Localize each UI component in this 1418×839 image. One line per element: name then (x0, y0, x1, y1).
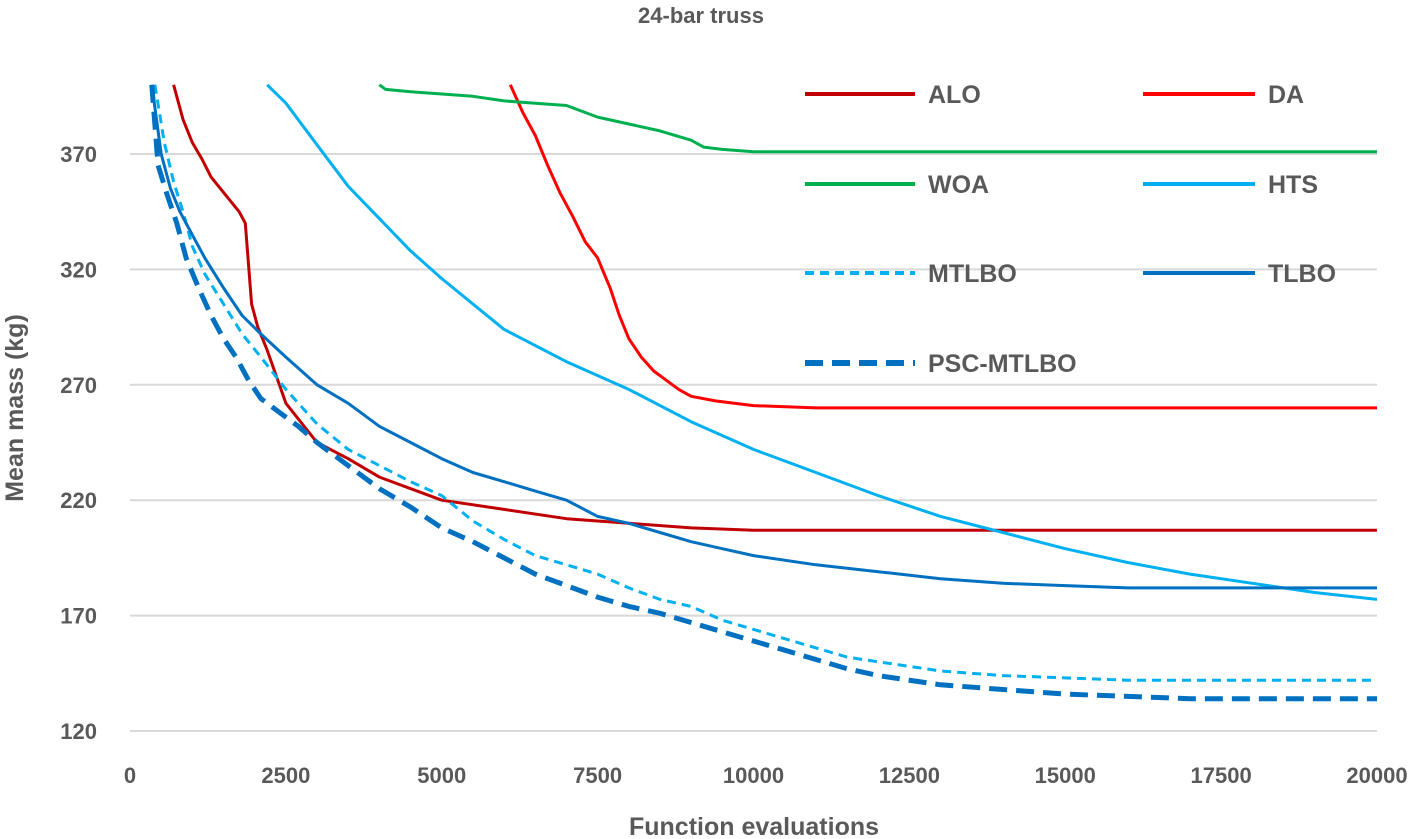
x-tick-label: 5000 (417, 763, 466, 788)
x-tick-label: 7500 (573, 763, 622, 788)
series-lines (149, 83, 1377, 702)
series-line-woa (378, 83, 1377, 154)
legend-label-da: DA (1268, 81, 1304, 109)
y-axis-title: Mean mass (kg) (1, 314, 29, 502)
gridlines (130, 153, 1377, 732)
x-axis-ticks: 0 2500 5000 7500 10000 12500 15000 17500 20000 (124, 763, 1408, 788)
y-tick-label: 220 (60, 488, 97, 513)
x-tick-label: 15000 (1035, 763, 1096, 788)
chart-title: 24-bar truss (638, 3, 764, 28)
series-line-alo (172, 84, 1377, 532)
legend-label-tlbo: TLBO (1268, 260, 1336, 288)
x-tick-label: 10000 (723, 763, 784, 788)
y-tick-label: 370 (60, 142, 97, 167)
x-axis-title: Function evaluations (629, 813, 879, 839)
legend-label-psc-mtlbo: PSC-MTLBO (928, 350, 1077, 378)
series-line-psc-mtlbo (149, 84, 1377, 702)
y-tick-label: 170 (60, 604, 97, 629)
legend: ALO DA WOA HTS MTLBO TLBO PSC-MTLBO (805, 81, 1336, 378)
y-tick-label: 120 (60, 719, 97, 744)
legend-label-mtlbo: MTLBO (928, 260, 1017, 288)
y-axis-ticks: 120 170 220 270 320 370 (60, 142, 97, 744)
x-tick-label: 2500 (261, 763, 310, 788)
series-line-mtlbo (153, 84, 1377, 682)
series-line-da (508, 84, 1377, 410)
series-line-tlbo (150, 84, 1377, 590)
x-tick-label: 12500 (879, 763, 940, 788)
x-tick-label: 17500 (1191, 763, 1252, 788)
x-tick-label: 20000 (1346, 763, 1407, 788)
y-tick-label: 270 (60, 373, 97, 398)
legend-label-woa: WOA (928, 171, 989, 199)
x-tick-label: 0 (124, 763, 136, 788)
legend-label-hts: HTS (1268, 171, 1318, 199)
legend-label-alo: ALO (928, 81, 981, 109)
series-line-hts (266, 83, 1377, 601)
y-tick-label: 320 (60, 257, 97, 282)
